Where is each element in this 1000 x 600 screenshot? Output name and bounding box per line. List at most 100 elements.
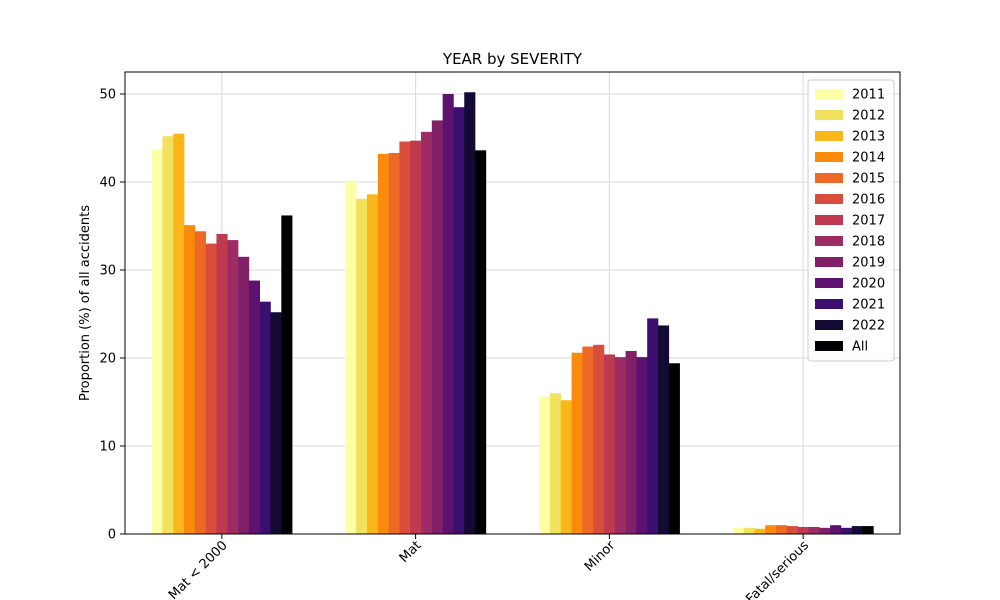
- legend-label: All: [852, 340, 868, 355]
- bars: [151, 92, 874, 535]
- legend-item: 2014: [815, 151, 885, 166]
- legend-swatch: [815, 278, 843, 288]
- bar: [765, 525, 777, 534]
- legend-item: 2022: [815, 319, 885, 334]
- bar: [367, 194, 379, 534]
- bar: [248, 280, 260, 534]
- legend-swatch: [815, 320, 843, 330]
- legend-swatch: [815, 341, 843, 351]
- legend-swatch: [815, 152, 843, 162]
- bar: [184, 225, 196, 534]
- bar: [227, 240, 239, 534]
- bar: [475, 150, 487, 534]
- bar: [743, 527, 755, 534]
- legend-label: 2019: [852, 256, 885, 271]
- legend-swatch: [815, 89, 843, 99]
- x-tick-label: Mat: [397, 538, 425, 566]
- bar: [614, 357, 626, 534]
- bar: [819, 527, 831, 534]
- y-tick-label: 20: [99, 352, 116, 367]
- legend-label: 2011: [852, 88, 885, 103]
- x-tick-label: Fatal/serious: [743, 538, 812, 600]
- legend-item: All: [815, 340, 868, 355]
- bar: [754, 528, 766, 534]
- bar: [345, 182, 357, 534]
- bar: [851, 526, 863, 534]
- bar: [636, 357, 648, 534]
- bar: [259, 301, 271, 534]
- legend-item: 2018: [815, 235, 885, 250]
- bar: [421, 131, 433, 534]
- bar: [549, 393, 562, 534]
- legend-item: 2021: [815, 298, 885, 313]
- x-tick-label: Minor: [582, 538, 619, 575]
- legend-item: 2016: [815, 193, 885, 208]
- bar: [453, 107, 465, 534]
- legend-label: 2014: [852, 151, 885, 166]
- bar: [194, 231, 206, 534]
- bar: [410, 140, 422, 534]
- legend-item: 2017: [815, 214, 885, 229]
- bar: [830, 525, 842, 534]
- bar: [625, 350, 637, 534]
- bar: [862, 526, 874, 534]
- bar: [464, 92, 476, 535]
- bar: [593, 344, 605, 534]
- legend-swatch: [815, 257, 843, 267]
- legend: 2011 2012 2013 2014 2015 2016 2017 2018 2019 2020…: [807, 79, 895, 362]
- legend-swatch: [815, 299, 843, 309]
- bar: [582, 346, 594, 534]
- bar: [797, 526, 809, 534]
- x-tick-label: Mat < 2000: [166, 538, 231, 600]
- bar: [668, 363, 680, 534]
- plot-frame: [124, 71, 901, 535]
- legend-label: 2022: [852, 319, 885, 334]
- legend-item: 2020: [815, 277, 885, 292]
- bar: [647, 318, 659, 534]
- legend-swatch: [815, 173, 843, 183]
- bar: [216, 233, 228, 535]
- bar: [162, 136, 174, 535]
- bar: [571, 352, 583, 534]
- y-tick-label: 0: [108, 528, 116, 543]
- legend-swatch: [815, 131, 843, 141]
- legend-label: 2021: [852, 298, 885, 313]
- y-tick-label: 30: [99, 264, 116, 279]
- chart-title: YEAR by SEVERITY: [442, 50, 583, 68]
- y-axis-label: Proportion (%) of all accidents: [78, 205, 93, 401]
- legend-item: 2012: [815, 109, 885, 124]
- bar: [151, 149, 163, 534]
- legend-swatch: [815, 194, 843, 204]
- bar: [776, 525, 788, 534]
- bar: [442, 94, 454, 534]
- y-tick-label: 40: [99, 176, 116, 191]
- bar: [603, 354, 616, 534]
- bar: [205, 243, 217, 534]
- bar: [840, 527, 853, 534]
- legend-label: 2015: [852, 172, 885, 187]
- bar: [560, 400, 572, 534]
- legend-swatch: [815, 215, 843, 225]
- bar: [399, 141, 411, 534]
- legend-item: 2015: [815, 172, 885, 187]
- bar: [270, 312, 282, 534]
- bar: [388, 152, 400, 534]
- legend-swatch: [815, 236, 843, 246]
- bar: [173, 133, 185, 534]
- y-axis: 0 10 20 30 40 50: [99, 88, 125, 543]
- legend-swatch: [815, 110, 843, 120]
- legend-label: 2018: [852, 235, 885, 250]
- bar: [808, 526, 820, 534]
- bar: [732, 527, 744, 534]
- legend-label: 2013: [852, 130, 885, 145]
- bar: [377, 153, 389, 534]
- bar: [281, 215, 293, 534]
- legend-item: 2011: [815, 88, 885, 103]
- legend-label: 2016: [852, 193, 885, 208]
- legend-frame: [807, 79, 895, 362]
- y-tick-label: 10: [99, 440, 116, 455]
- bar: [431, 120, 443, 535]
- legend-label: 2020: [852, 277, 885, 292]
- legend-label: 2012: [852, 109, 885, 124]
